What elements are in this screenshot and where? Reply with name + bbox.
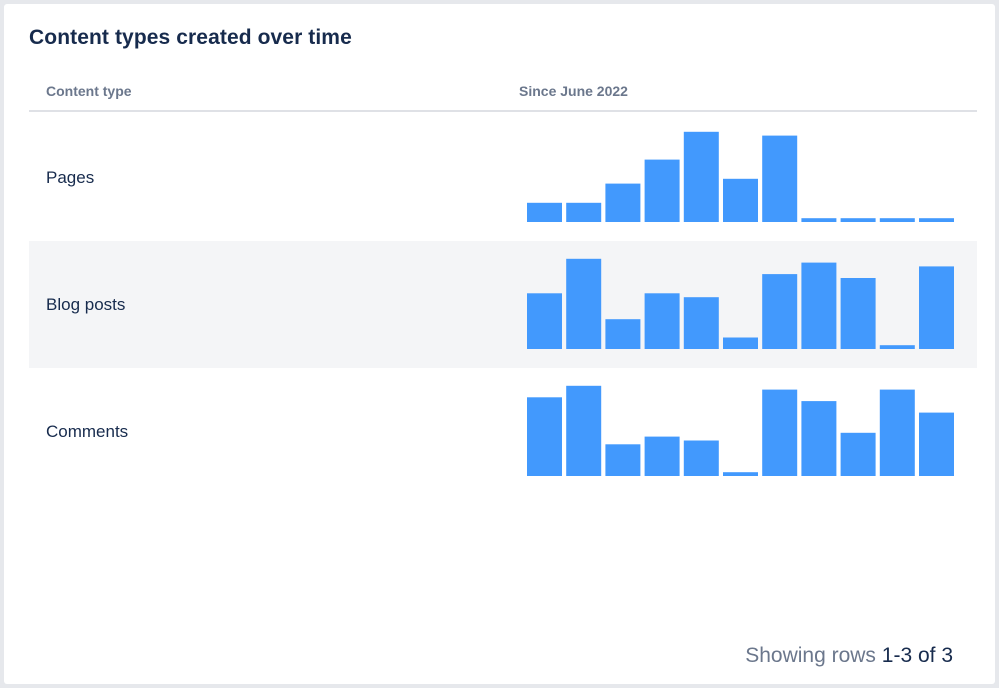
- table-row: Pages: [29, 114, 977, 241]
- comments-bar: [762, 389, 798, 476]
- pages-bar: [605, 183, 641, 222]
- blog-posts-bar: [723, 337, 758, 349]
- table-row: Comments: [29, 368, 977, 495]
- content-types-card: Content types created over time Content …: [4, 4, 995, 684]
- comments-bar: [683, 440, 719, 476]
- pages-bar: [566, 202, 602, 222]
- table-header: Content type Since June 2022: [29, 76, 977, 112]
- pages-bar: [644, 159, 680, 222]
- row-label-blog-posts: Blog posts: [46, 294, 126, 314]
- blog-posts-bar: [919, 266, 954, 349]
- row-label-pages: Pages: [46, 167, 95, 187]
- blog-posts-bar: [879, 345, 915, 349]
- blog-posts-bar: [683, 297, 719, 349]
- blog-posts-bar: [644, 293, 680, 349]
- blog-posts-bar: [762, 274, 798, 349]
- blog-posts-bar: [840, 278, 876, 349]
- column-header-content-type: Content type: [46, 83, 132, 99]
- blog-posts-bar: [527, 293, 562, 349]
- row-label-comments: Comments: [46, 421, 129, 441]
- sparkline-blog-posts: [527, 258, 954, 349]
- pages-bar: [919, 218, 954, 222]
- comments-bar: [605, 444, 641, 476]
- blog-posts-bar: [801, 262, 837, 349]
- comments-bar: [840, 432, 876, 476]
- comments-bar: [919, 412, 954, 476]
- pagination-range: 1-3 of 3: [881, 644, 953, 667]
- comments-bar: [879, 389, 915, 476]
- blog-posts-bar: [566, 258, 602, 349]
- pages-bar: [762, 135, 798, 222]
- comments-bar: [723, 472, 758, 476]
- pages-bar: [801, 218, 837, 222]
- table-row: Blog posts: [29, 241, 977, 368]
- column-header-since: Since June 2022: [519, 83, 628, 99]
- pages-bar: [840, 218, 876, 222]
- pages-bar: [879, 218, 915, 222]
- widget-title: Content types created over time: [29, 26, 352, 49]
- pagination-status: Showing rows 1-3 of 3: [745, 644, 953, 668]
- sparkline-comments: [527, 385, 954, 476]
- pages-bar: [527, 202, 562, 222]
- sparkline-pages: [527, 131, 954, 222]
- comments-bar: [527, 397, 562, 476]
- blog-posts-bar: [605, 319, 641, 349]
- comments-bar: [566, 385, 602, 476]
- comments-bar: [644, 436, 680, 476]
- pagination-prefix: Showing rows: [745, 644, 876, 667]
- pages-bar: [683, 131, 719, 222]
- comments-bar: [801, 401, 837, 476]
- pages-bar: [723, 178, 758, 222]
